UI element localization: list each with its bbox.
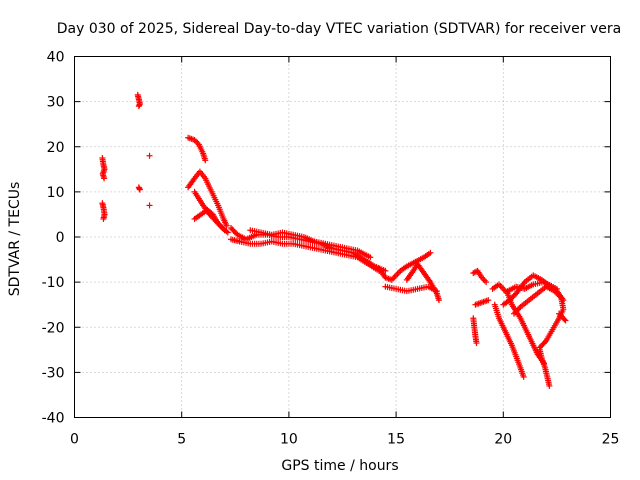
y-tick-label: -30	[42, 365, 65, 381]
data-point	[135, 103, 142, 110]
x-axis-label: GPS time / hours	[281, 458, 398, 474]
x-tick-label: 20	[494, 432, 512, 448]
y-tick-label: -40	[42, 411, 65, 427]
data-point	[562, 317, 569, 324]
data-point	[223, 222, 230, 229]
data-point	[435, 297, 442, 304]
y-tick-label: 0	[56, 230, 65, 246]
data-point	[221, 227, 228, 234]
data-point	[427, 249, 434, 256]
data-point	[233, 230, 240, 237]
y-axis-label: SDTVAR / TECUs	[7, 182, 23, 297]
data-point	[553, 285, 560, 292]
data-point	[202, 157, 209, 164]
data-point	[146, 152, 153, 159]
data-point	[101, 175, 108, 182]
data-point	[382, 267, 389, 274]
data-point	[556, 293, 563, 300]
y-tick-label: -10	[42, 275, 65, 291]
data-point	[367, 254, 374, 261]
axis-ticks: -40 -30 -20 -10 0 10 20 30 40 0 5 10 15 20 25	[42, 50, 620, 448]
data-point	[224, 229, 231, 236]
x-tick-label: 10	[280, 432, 298, 448]
data-point	[136, 186, 143, 193]
x-tick-label: 5	[177, 432, 186, 448]
y-tick-label: 30	[47, 95, 65, 111]
data-point	[538, 343, 545, 350]
x-tick-label: 25	[602, 432, 620, 448]
y-tick-label: 40	[47, 50, 65, 66]
x-tick-label: 15	[387, 432, 405, 448]
data-point	[100, 215, 107, 222]
y-tick-label: 10	[47, 185, 65, 201]
data-point	[473, 340, 480, 347]
x-tick-label: 0	[70, 432, 79, 448]
chart-title: Day 030 of 2025, Sidereal Day-to-day VTE…	[57, 21, 621, 37]
data-point	[520, 373, 527, 380]
data-points	[99, 91, 569, 389]
y-tick-label: -20	[42, 320, 65, 336]
data-point	[485, 297, 492, 304]
data-point	[220, 225, 227, 232]
data-point	[483, 279, 490, 286]
data-point	[516, 305, 523, 312]
grid-lines	[74, 56, 611, 418]
data-point	[546, 382, 553, 389]
data-point	[561, 316, 568, 323]
data-point	[146, 202, 153, 209]
y-tick-label: 20	[47, 140, 65, 156]
